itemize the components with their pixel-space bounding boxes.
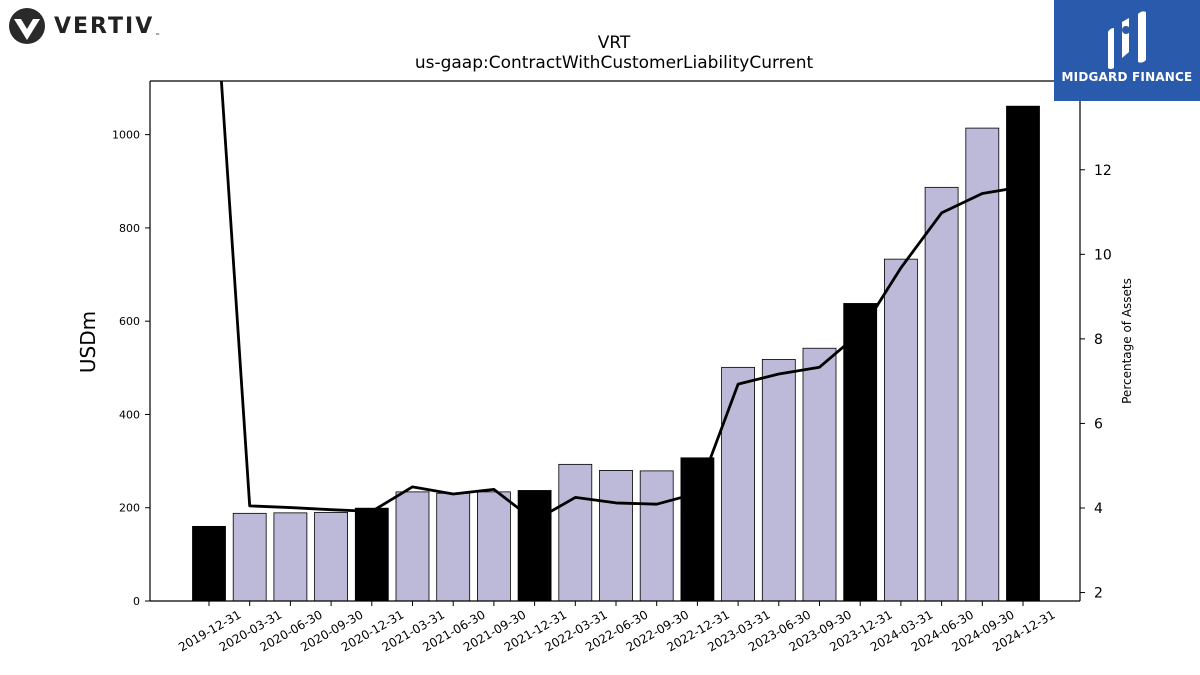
y2-tick-label: 8 [1094,332,1103,348]
y2-tick-label: 12 [1094,163,1112,179]
y-tick-label: 400 [119,408,140,421]
bar-2022-03-31 [558,463,593,602]
bar-series [192,105,1040,602]
y-tick-label: 0 [133,595,140,608]
chart-title: VRT [598,33,631,53]
vertiv-logo: VERTIV™ [8,6,162,46]
bar-2021-09-30 [476,491,511,602]
vertiv-v-logo-icon [9,8,45,44]
bar-2024-12-31 [1006,105,1040,602]
bar-2023-09-30 [802,347,837,602]
percentage-line-series [219,81,1024,523]
midgard-m-logo-icon [1108,11,1146,69]
midgard-finance-logo: MIDGARD FINANCE [1054,0,1200,101]
bar-2020-12-31 [354,507,389,602]
bar-2021-06-30 [436,492,471,602]
bar-2024-06-30 [924,186,959,602]
midgard-brand-name: MIDGARD FINANCE [1061,70,1193,84]
bar-2021-12-31 [517,490,552,602]
bar-2022-12-31 [680,457,715,602]
y-axis-label: USDm [76,311,100,373]
bar-2022-09-30 [639,470,674,602]
y2-tick-label: 2 [1094,586,1103,602]
bar-2021-03-31 [395,491,430,602]
percentage-of-assets-line [219,81,1024,523]
y-tick-label: 200 [119,502,140,515]
bar-2020-06-30 [273,512,308,602]
vertiv-wordmark: VERTIV™ [54,13,163,39]
bar-2024-09-30 [965,127,1000,602]
bar-2019-12-31 [192,525,226,602]
bar-2022-06-30 [599,470,633,602]
y2-axis-label: Percentage of Assets [1120,278,1134,404]
bar-2024-03-31 [884,258,918,602]
bar-2020-03-31 [232,512,267,602]
bar-2023-06-30 [761,359,796,602]
chart-subtitle: us-gaap:ContractWithCustomerLiabilityCur… [415,53,814,73]
y2-tick-label: 10 [1094,247,1112,263]
bar-2023-12-31 [843,303,878,602]
y2-tick-label: 6 [1094,416,1103,432]
y-tick-label: 800 [119,222,140,235]
bar-2023-03-31 [721,366,755,602]
bar-2020-09-30 [314,511,349,602]
y2-tick-label: 4 [1094,501,1103,517]
y-tick-label: 600 [119,315,140,328]
y-tick-label: 1000 [112,129,140,142]
